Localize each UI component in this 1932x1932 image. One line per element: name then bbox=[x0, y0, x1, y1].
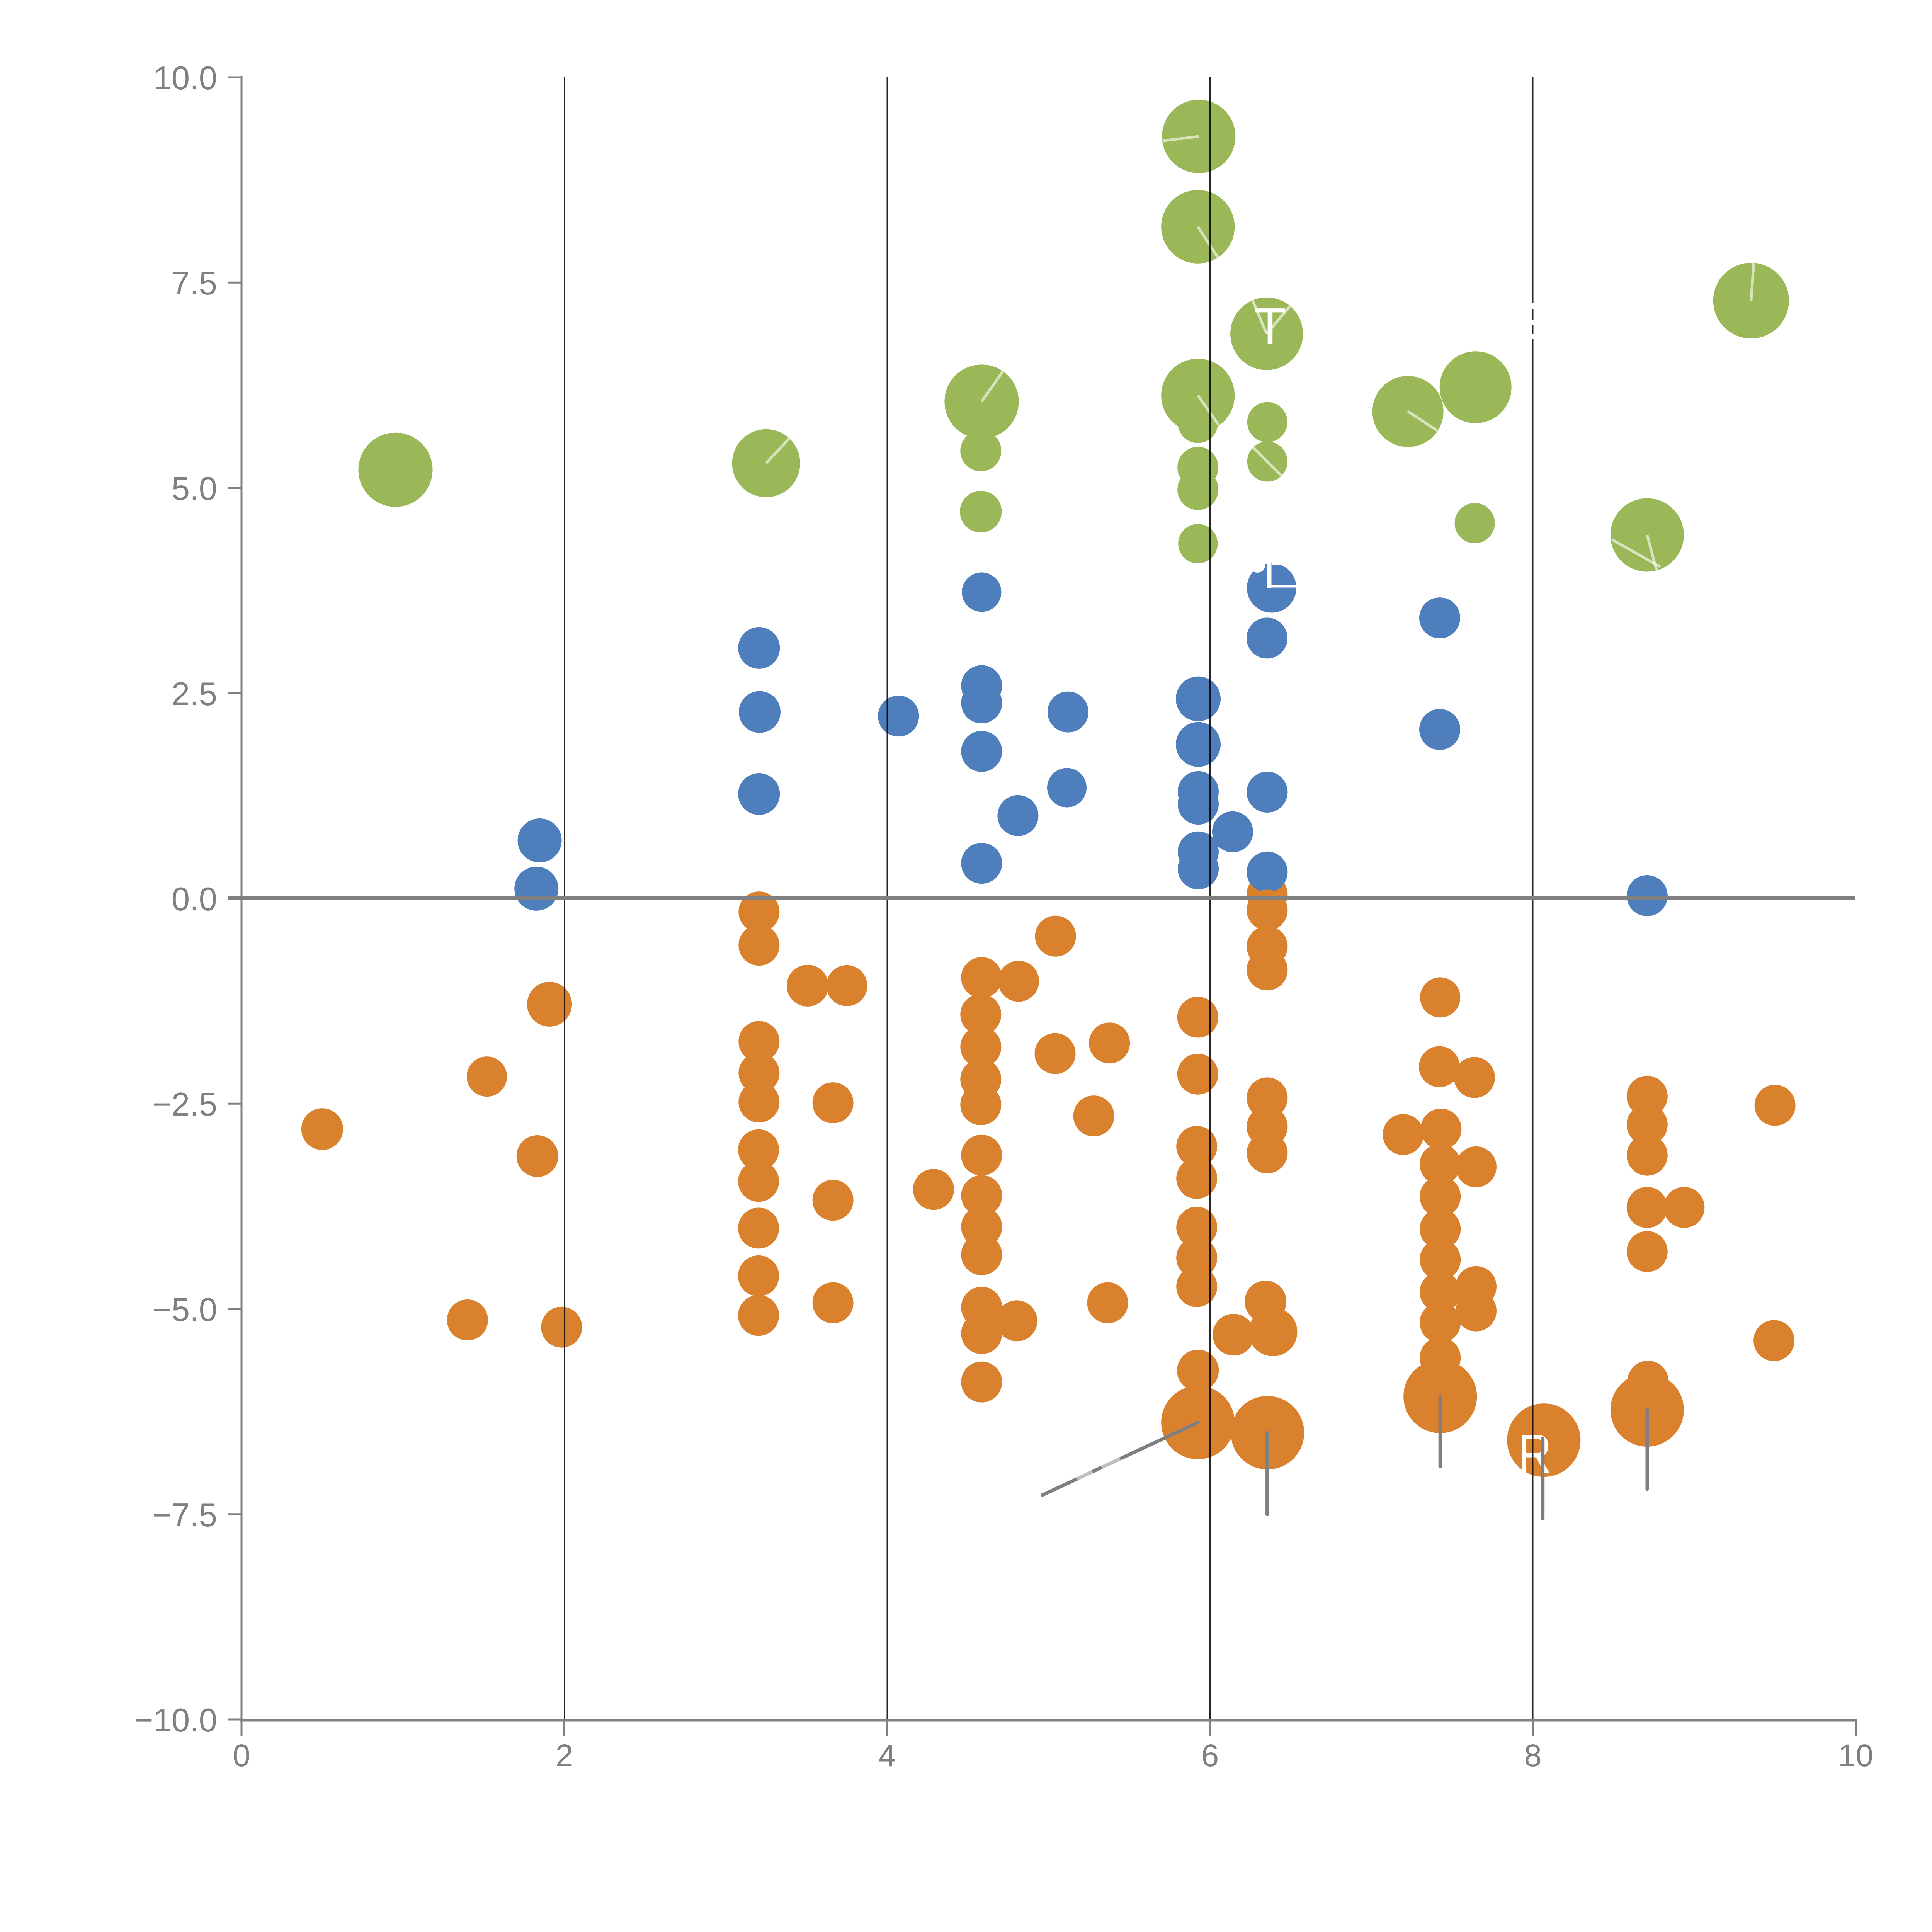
svg-text:−10.0: −10.0 bbox=[134, 1702, 217, 1739]
svg-text:4: 4 bbox=[878, 1738, 896, 1773]
svg-text:T: T bbox=[1254, 297, 1286, 355]
svg-text:10.0: 10.0 bbox=[153, 60, 217, 97]
svg-text:R: R bbox=[1518, 1423, 1552, 1485]
svg-text:2.5: 2.5 bbox=[172, 676, 217, 713]
svg-text:0: 0 bbox=[233, 1738, 250, 1773]
svg-text:7.5: 7.5 bbox=[172, 265, 217, 302]
svg-text:2: 2 bbox=[556, 1738, 573, 1773]
svg-text:6: 6 bbox=[1201, 1738, 1219, 1773]
svg-text:5.0: 5.0 bbox=[172, 471, 217, 507]
svg-text:8: 8 bbox=[1524, 1738, 1542, 1773]
svg-text:−5.0: −5.0 bbox=[152, 1292, 217, 1328]
svg-text:0.0: 0.0 bbox=[172, 881, 217, 918]
svg-text:−2.5: −2.5 bbox=[152, 1086, 217, 1123]
svg-text:10: 10 bbox=[1838, 1738, 1873, 1773]
svg-text:−7.5: −7.5 bbox=[152, 1497, 217, 1534]
